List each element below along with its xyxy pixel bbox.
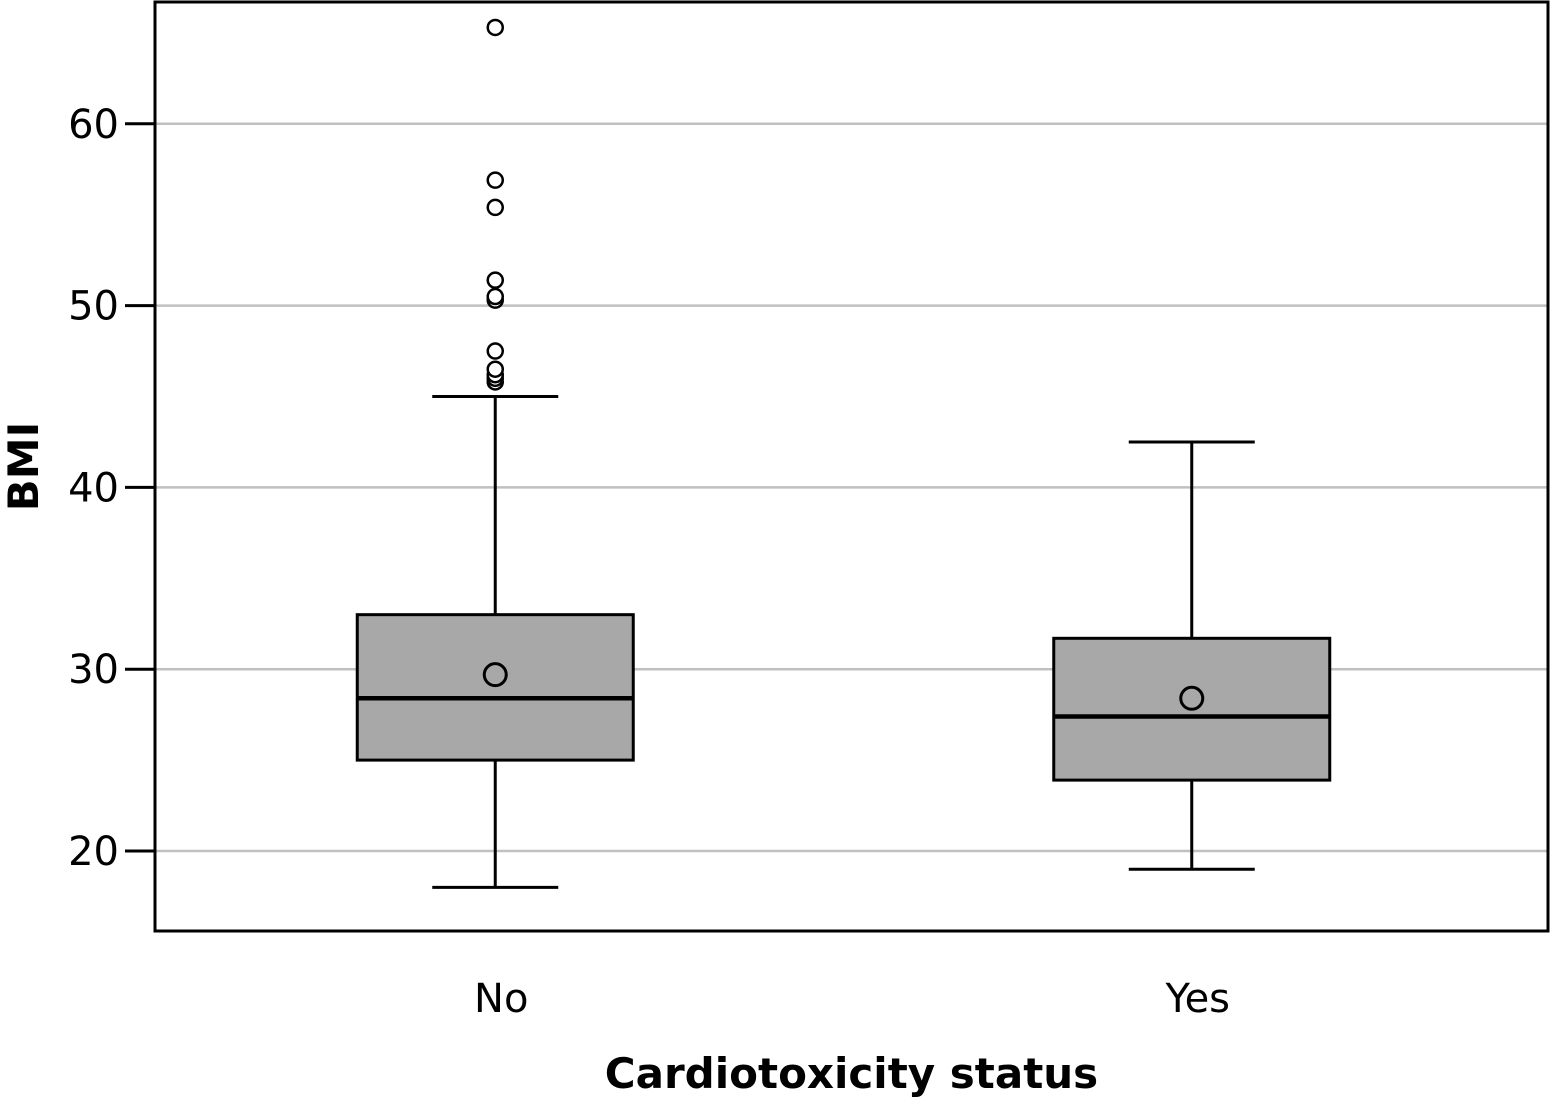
y-tick-label-40: 40 bbox=[68, 465, 119, 511]
labels: Cardiotoxicity status BMI 20 30 40 50 60 No Ye… bbox=[0, 102, 1230, 1098]
boxes bbox=[355, 18, 1332, 889]
plot-frame bbox=[153, 0, 1550, 933]
y-axis-title: BMI bbox=[0, 422, 48, 511]
x-tick-label-no: No bbox=[474, 976, 528, 1022]
mean-marker bbox=[1179, 685, 1205, 711]
y-tick-label-20: 20 bbox=[68, 829, 119, 875]
axes bbox=[125, 0, 1550, 933]
outlier-point bbox=[486, 271, 504, 289]
x-tick-label-yes: Yes bbox=[1164, 976, 1230, 1022]
outlier-point bbox=[486, 18, 504, 37]
outlier-point bbox=[486, 360, 504, 378]
box-yes bbox=[1052, 440, 1332, 871]
x-axis-title: Cardiotoxicity status bbox=[605, 1049, 1098, 1098]
box-no bbox=[355, 18, 635, 889]
y-tick-label-30: 30 bbox=[68, 647, 119, 693]
outlier-point bbox=[486, 198, 504, 217]
outlier-point bbox=[486, 287, 504, 306]
mean-marker bbox=[482, 662, 508, 688]
y-tick-label-50: 50 bbox=[68, 284, 119, 330]
y-tick-label-60: 60 bbox=[68, 102, 119, 148]
outlier-point bbox=[486, 342, 504, 360]
outlier-point bbox=[486, 171, 504, 189]
iqr-box bbox=[355, 613, 635, 762]
